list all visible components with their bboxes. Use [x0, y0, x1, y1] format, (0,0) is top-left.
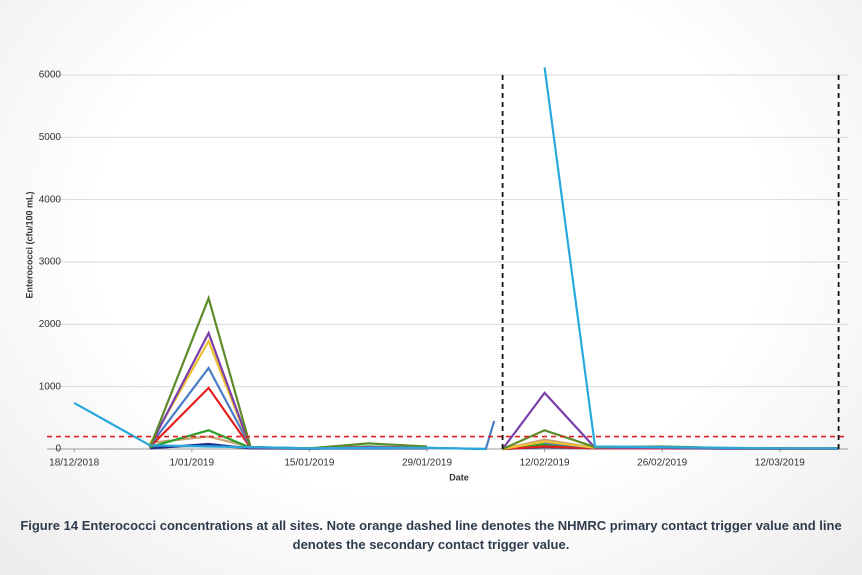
chart: Enterococci (cfu/100 mL) Date 0 1000 2000 3…: [24, 67, 848, 482]
x-tick-label: 12/03/2019: [755, 458, 805, 469]
x-tick-label: 1/01/2019: [170, 458, 215, 469]
series-line: [148, 338, 839, 451]
x-tick-label: 18/12/2018: [49, 458, 99, 469]
x-tick-label: 29/01/2019: [402, 458, 452, 469]
series-line: [148, 294, 839, 451]
y-tick-label: 1000: [39, 381, 62, 392]
series-line: [149, 386, 839, 451]
y-tick-label: 6000: [39, 70, 62, 81]
y-tick-label: 2000: [39, 319, 62, 330]
x-tick-label: 15/01/2019: [284, 458, 334, 469]
y-tick-label: 4000: [39, 194, 62, 205]
x-axis-label: Date: [449, 472, 469, 482]
x-tick-label: 26/02/2019: [637, 458, 687, 469]
x-tick-label: 12/02/2019: [520, 458, 570, 469]
y-tick-label: 5000: [39, 132, 62, 143]
series-line: [148, 330, 839, 450]
y-axis-label: Enterococci (cfu/100 mL): [24, 191, 34, 298]
y-tick-label: 3000: [39, 257, 62, 268]
series-line: [73, 67, 839, 451]
caption: Figure 14 Enterococci concentrations at …: [20, 518, 842, 552]
y-tick-label: 0: [55, 444, 61, 455]
